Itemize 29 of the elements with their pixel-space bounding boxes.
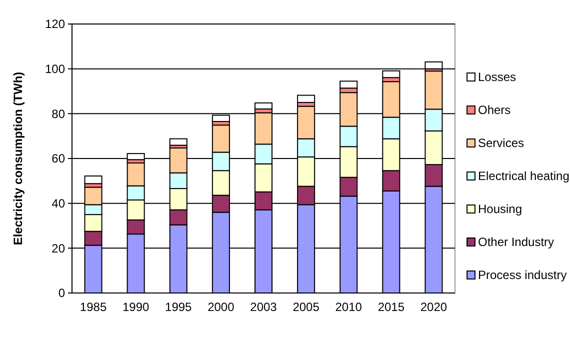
bar	[169, 138, 188, 146]
legend-label: Other Industry	[478, 235, 554, 250]
x-tick-label: 1995	[165, 300, 192, 314]
y-tick-label: 80	[52, 106, 66, 121]
y-axis-title: Electricity consumption (TWh)	[11, 72, 25, 246]
bar	[254, 102, 273, 110]
bar	[297, 94, 316, 103]
legend-label: Housing	[478, 202, 522, 216]
x-tick-label: 2000	[208, 300, 235, 314]
x-tick-label: 2015	[378, 300, 405, 314]
x-tick-label: 2005	[292, 300, 320, 314]
x-tick-label: 2010	[335, 300, 362, 314]
x-tick-label: 1990	[122, 300, 150, 314]
y-tick-label: 120	[44, 17, 66, 32]
legend-label: Electrical heating	[478, 169, 570, 184]
legend-label: Ohers	[478, 103, 511, 118]
x-tick-label: 2020	[420, 300, 448, 314]
y-tick-label: 100	[44, 62, 66, 76]
x-tick-label: 2003	[250, 300, 278, 314]
bar	[84, 175, 102, 184]
y-tick-label: 60	[52, 152, 66, 166]
legend-label: Losses	[478, 70, 516, 84]
y-tick-label: 40	[52, 196, 66, 211]
y-tick-label: 20	[52, 241, 66, 256]
legend-label: Process industry	[478, 268, 567, 282]
bar	[340, 80, 358, 89]
legend-label: Services	[478, 136, 524, 150]
y-tick-label: 0	[58, 286, 66, 300]
x-tick-label: 1985	[80, 300, 107, 314]
